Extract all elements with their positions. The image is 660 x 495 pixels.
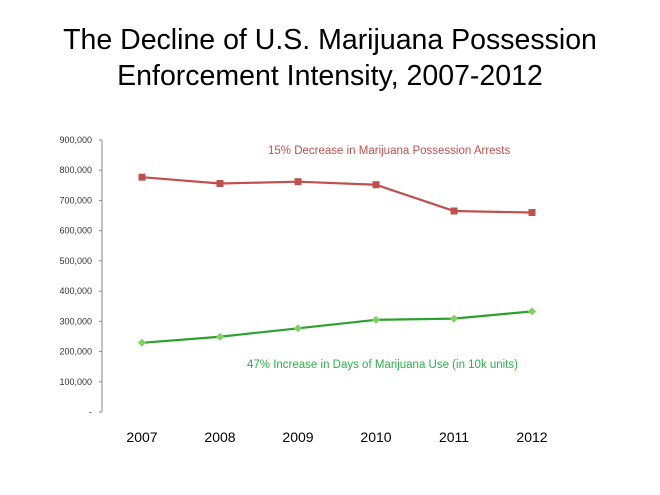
data-point-use [528,307,536,316]
y-tick-label: 700,000 [59,195,92,205]
y-tick-label: 100,000 [59,377,92,387]
data-point-use [294,324,302,333]
data-point-arrests [216,180,224,188]
data-point-arrests [528,209,536,217]
data-point-arrests [294,178,302,186]
y-tick-label: 600,000 [59,226,92,236]
x-tick-label: 2009 [282,429,313,445]
data-point-arrests [138,173,146,181]
chart-title-line-2: Enforcement Intensity, 2007-2012 [117,60,543,92]
data-point-use [138,338,146,347]
annotation-arrests: 15% Decrease in Marijuana Possession Arr… [268,145,511,157]
chart-title: The Decline of U.S. Marijuana Possession… [0,22,660,94]
x-tick-label: 2010 [360,429,391,445]
y-tick-label: - [89,407,92,417]
y-tick-label: 200,000 [59,347,92,357]
data-point-use [450,314,458,323]
x-tick-label: 2011 [439,429,469,445]
data-point-arrests [450,207,458,215]
x-tick-label: 2008 [204,429,235,445]
y-tick-label: 500,000 [59,256,92,266]
data-point-use [216,332,224,341]
data-point-use [372,315,380,324]
x-tick-label: 2007 [126,429,157,445]
y-tick-label: 400,000 [59,286,92,296]
chart-title-line-1: The Decline of U.S. Marijuana Possession [63,24,597,56]
annotation-use: 47% Increase in Days of Marijuana Use (i… [247,359,518,371]
y-tick-label: 900,000 [59,135,92,145]
y-tick-label: 300,000 [59,316,92,326]
series-line-1 [141,310,533,344]
y-tick-label: 800,000 [59,165,92,175]
series-line-0 [141,176,533,214]
x-tick-label: 2012 [516,429,547,445]
data-point-arrests [372,181,380,189]
